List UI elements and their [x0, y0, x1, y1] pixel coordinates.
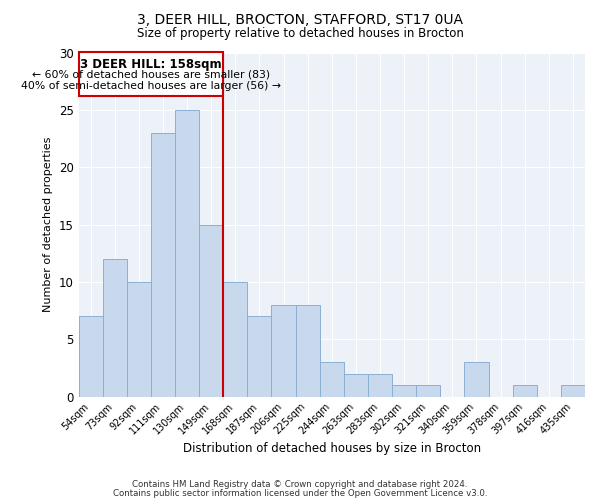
Bar — [320, 362, 344, 396]
Bar — [464, 362, 488, 396]
Bar — [199, 224, 223, 396]
Bar — [79, 52, 223, 96]
Text: 3 DEER HILL: 158sqm: 3 DEER HILL: 158sqm — [80, 58, 222, 70]
Y-axis label: Number of detached properties: Number of detached properties — [43, 137, 53, 312]
Text: 3, DEER HILL, BROCTON, STAFFORD, ST17 0UA: 3, DEER HILL, BROCTON, STAFFORD, ST17 0U… — [137, 12, 463, 26]
Bar — [223, 282, 247, 397]
Bar — [103, 259, 127, 396]
Bar — [79, 316, 103, 396]
Text: 40% of semi-detached houses are larger (56) →: 40% of semi-detached houses are larger (… — [21, 80, 281, 90]
Bar — [247, 316, 271, 396]
Text: Contains HM Land Registry data © Crown copyright and database right 2024.: Contains HM Land Registry data © Crown c… — [132, 480, 468, 489]
Bar — [151, 133, 175, 396]
Text: Size of property relative to detached houses in Brocton: Size of property relative to detached ho… — [137, 28, 463, 40]
Bar — [392, 385, 416, 396]
Bar — [512, 385, 537, 396]
Bar — [271, 305, 296, 396]
Text: Contains public sector information licensed under the Open Government Licence v3: Contains public sector information licen… — [113, 490, 487, 498]
Bar — [296, 305, 320, 396]
X-axis label: Distribution of detached houses by size in Brocton: Distribution of detached houses by size … — [183, 442, 481, 455]
Bar — [344, 374, 368, 396]
Bar — [127, 282, 151, 397]
Text: ← 60% of detached houses are smaller (83): ← 60% of detached houses are smaller (83… — [32, 69, 270, 79]
Bar — [416, 385, 440, 396]
Bar — [368, 374, 392, 396]
Bar — [175, 110, 199, 397]
Bar — [561, 385, 585, 396]
